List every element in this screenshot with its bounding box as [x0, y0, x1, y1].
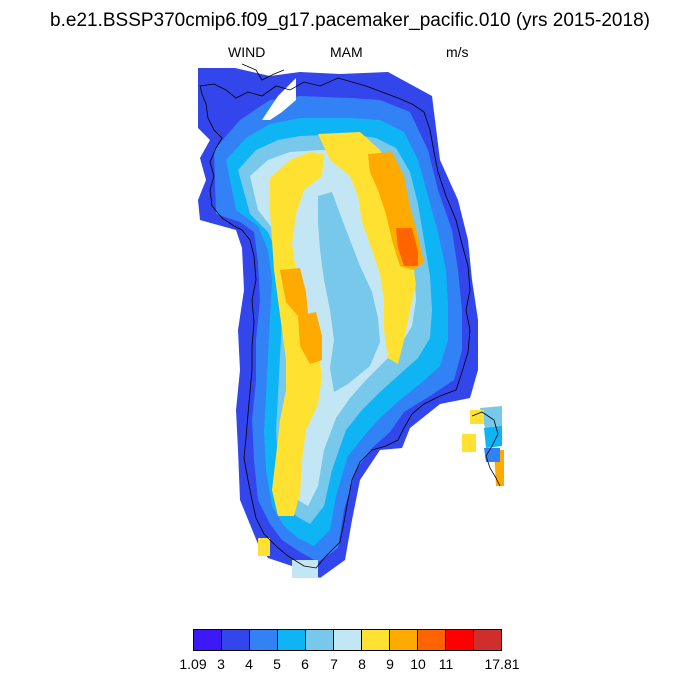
- colorbar-swatch: [362, 630, 390, 650]
- colorbar-label: 7: [330, 656, 338, 672]
- colorbar-label: 8: [358, 656, 366, 672]
- colorbar-swatch: [446, 630, 474, 650]
- colorbar-swatch: [418, 630, 446, 650]
- colorbar-label: 17.81: [484, 656, 520, 672]
- colorbar-label: 4: [245, 656, 253, 672]
- colorbar-swatch: [306, 630, 334, 650]
- map-title: b.e21.BSSP370cmip6.f09_g17.pacemaker_pac…: [50, 10, 650, 31]
- variable-label: WIND: [228, 44, 266, 60]
- colorbar-label: 9: [386, 656, 394, 672]
- colorbar-label: 5: [273, 656, 281, 672]
- units-label: m/s: [446, 44, 469, 60]
- colorbar-swatch: [390, 630, 418, 650]
- colorbar-label: 1.09: [179, 656, 207, 672]
- wind-field: [198, 68, 504, 578]
- colorbar: [193, 629, 502, 651]
- colorbar-swatch: [222, 630, 250, 650]
- colorbar-swatch: [250, 630, 278, 650]
- colorbar-swatch: [194, 630, 222, 650]
- coastline: [199, 63, 501, 569]
- colorbar-label: 11: [438, 656, 454, 672]
- colorbar-swatch: [278, 630, 306, 650]
- colorbar-swatch: [334, 630, 362, 650]
- colorbar-label: 6: [301, 656, 309, 672]
- season-label: MAM: [330, 44, 363, 60]
- colorbar-label: 10: [410, 656, 426, 672]
- colorbar-label: 3: [217, 656, 225, 672]
- colorbar-swatch: [474, 630, 501, 650]
